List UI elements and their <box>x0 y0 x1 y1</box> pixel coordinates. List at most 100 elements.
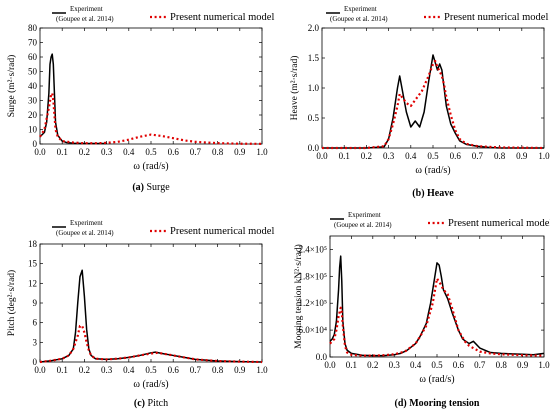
y-tick-label: 18 <box>28 239 38 249</box>
series-line-numerical <box>322 59 545 150</box>
y-tick-label: 3 <box>33 337 38 347</box>
y-tick-label: 0 <box>33 139 38 149</box>
x-tick-label: 1.0 <box>538 151 550 161</box>
x-tick-label: 0.5 <box>145 147 157 157</box>
legend-numerical-label: Present numerical model <box>170 226 274 237</box>
panel-caption: (d) Mooring tension <box>394 398 479 409</box>
x-tick-label: 0.1 <box>57 147 68 157</box>
x-tick-label: 0.4 <box>123 365 135 375</box>
x-tick-label: 0.3 <box>383 151 395 161</box>
x-tick-label: 0.6 <box>453 360 465 370</box>
caption-letter: (b) <box>412 188 424 199</box>
y-tick-label: 15 <box>28 259 38 269</box>
x-tick-label: 0.5 <box>431 360 443 370</box>
x-tick-label: 0.9 <box>517 360 529 370</box>
y-tick-label: 2.0 <box>308 23 320 33</box>
caption-text: Surge <box>144 182 170 193</box>
x-tick-label: 1.0 <box>256 365 268 375</box>
series-line-numerical <box>329 277 545 357</box>
caption-letter: (a) <box>132 182 144 193</box>
y-axis-label: Mooring tension kN²·s/rad) <box>293 244 304 349</box>
x-tick-label: 0.2 <box>79 147 90 157</box>
caption-text: Mooring tension <box>407 398 480 409</box>
x-tick-label: 0.3 <box>101 365 113 375</box>
chart-panel-surge: 0.0 0.1 0.2 0.3 0.4 0.5 0.6 0.7 0.8 0.9 1.0 0 10 20 30… <box>6 5 274 193</box>
x-axis-label: ω (rad/s) <box>133 161 168 172</box>
caption-letter: (d) <box>394 398 406 409</box>
x-tick-label: 0.3 <box>389 360 401 370</box>
y-tick-label: 0.5 <box>308 113 320 123</box>
panel-caption: (b) Heave <box>412 188 454 199</box>
x-tick-label: 1.0 <box>256 147 268 157</box>
y-tick-label: 30 <box>28 96 38 106</box>
x-tick-label: 0.1 <box>57 365 68 375</box>
legend-experiment-ref: (Goupee et al. 2014) <box>56 229 114 237</box>
x-tick-label: 0.7 <box>474 360 486 370</box>
series-line-experiment <box>329 255 545 357</box>
x-tick-label: 0.7 <box>190 365 202 375</box>
x-tick-label: 0.5 <box>427 151 439 161</box>
y-tick-label: 10 <box>28 125 38 135</box>
legend-experiment-label: Experiment <box>348 211 381 219</box>
y-tick-label: 0.0 <box>316 352 328 362</box>
y-tick-label: 9 <box>33 298 38 308</box>
x-tick-label: 0.8 <box>494 151 506 161</box>
panel-caption: (c) Pitch <box>134 398 168 409</box>
x-tick-label: 0.9 <box>234 147 246 157</box>
series-line-numerical <box>39 92 263 145</box>
chart-panel-pitch: 0.0 0.1 0.2 0.3 0.4 0.5 0.6 0.7 0.8 0.9 1.0 0 3 6 9 12 1… <box>6 219 274 409</box>
x-axis-label: ω (rad/s) <box>133 379 168 390</box>
chart-panel-heave: 0.0 0.1 0.2 0.3 0.4 0.5 0.6 0.7 0.8 0.9 1.0 0.0 0.5 1… <box>289 5 550 199</box>
legend-experiment-ref: (Goupee et al. 2014) <box>56 15 114 23</box>
y-tick-label: 40 <box>28 81 38 91</box>
legend-experiment-label: Experiment <box>344 5 377 13</box>
y-tick-label: 80 <box>28 23 38 33</box>
x-tick-label: 0.2 <box>361 151 372 161</box>
x-tick-label: 0.6 <box>168 147 180 157</box>
x-tick-label: 0.4 <box>123 147 135 157</box>
x-tick-label: 0.2 <box>79 365 90 375</box>
x-tick-label: 0.1 <box>339 151 350 161</box>
x-tick-label: 1.0 <box>538 360 550 370</box>
y-axis-label: Pitch (deg²·s/rad) <box>6 270 17 336</box>
legend-experiment-ref: (Goupee et al. 2014) <box>334 221 392 229</box>
caption-text: Heave <box>425 188 455 199</box>
x-tick-label: 0.4 <box>405 151 417 161</box>
x-tick-label: 0.5 <box>145 365 157 375</box>
x-tick-label: 0.0 <box>324 360 336 370</box>
x-tick-label: 0.0 <box>316 151 328 161</box>
x-tick-label: 0.1 <box>346 360 357 370</box>
legend-numerical-label: Present numerical model <box>170 12 274 23</box>
x-tick-label: 0.0 <box>34 147 46 157</box>
y-tick-label: 60 <box>28 52 38 62</box>
y-tick-label: 6 <box>33 318 38 328</box>
plot-frame <box>321 27 545 149</box>
plot-frame <box>329 235 545 358</box>
chart-panel-mooring: 0.0 0.1 0.2 0.3 0.4 0.5 0.6 0.7 0.8 0.9 1.0 0.0 6.0×… <box>293 211 550 409</box>
legend-numerical-label: Present numerical model <box>444 12 548 23</box>
y-axis-label: Heave (m²·s/rad) <box>289 56 300 121</box>
x-tick-label: 0.6 <box>168 365 180 375</box>
series-line-numerical <box>39 324 263 364</box>
legend-experiment-label: Experiment <box>70 5 103 13</box>
x-tick-label: 0.6 <box>450 151 462 161</box>
y-tick-label: 70 <box>28 38 38 48</box>
caption-text: Pitch <box>145 398 168 409</box>
y-tick-label: 12 <box>28 278 37 288</box>
x-tick-label: 0.8 <box>496 360 508 370</box>
x-axis-label: ω (rad/s) <box>419 374 454 385</box>
plot-frame <box>39 27 263 145</box>
x-tick-label: 0.8 <box>212 365 224 375</box>
y-tick-label: 1.5 <box>308 53 320 63</box>
y-tick-label: 1.2×10⁵ <box>299 298 327 308</box>
legend-experiment-ref: (Goupee et al. 2014) <box>330 15 388 23</box>
y-tick-label: 0.0 <box>308 143 320 153</box>
y-tick-label: 6.0×10⁴ <box>299 325 327 335</box>
y-axis-label: Surge (m²·s/rad) <box>6 55 17 118</box>
x-tick-label: 0.8 <box>212 147 224 157</box>
legend-numerical-label: Present numerical model <box>448 218 550 229</box>
legend-experiment-label: Experiment <box>70 219 103 227</box>
x-tick-label: 0.0 <box>34 365 46 375</box>
y-tick-label: 1.0 <box>308 83 320 93</box>
